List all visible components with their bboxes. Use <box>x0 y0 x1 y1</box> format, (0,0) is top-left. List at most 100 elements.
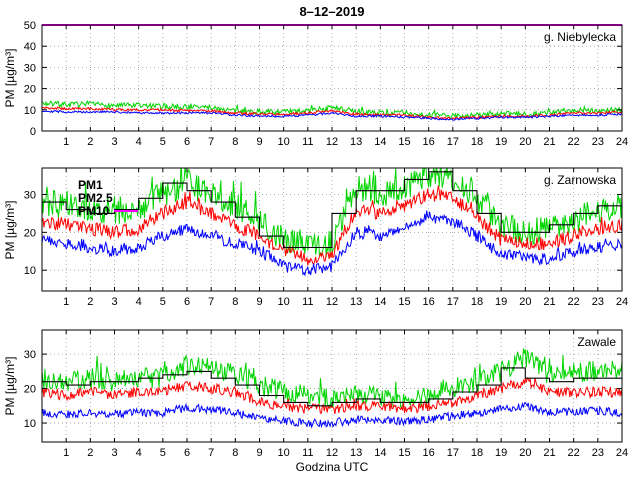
panel-niebylecka: 1 2 3 4 5 6 7 8 9 10 11 12 13 14 15 16 17 18 19 20 21 22 23 240… <box>24 20 628 148</box>
y-tick-label: 10 <box>24 265 36 277</box>
x-tick-label: 1 <box>63 447 69 459</box>
x-tick-label: 21 <box>543 296 555 308</box>
x-tick-label: 17 <box>447 136 459 148</box>
x-tick-label: 7 <box>208 296 214 308</box>
x-tick-label: 1 <box>63 136 69 148</box>
x-tick-label: 12 <box>326 136 338 148</box>
x-tick-label: 20 <box>519 136 531 148</box>
x-tick-label: 13 <box>350 136 362 148</box>
y-axis-label-3: PM [µg/m³] <box>3 357 17 416</box>
x-tick-label: 6 <box>184 447 190 459</box>
x-tick-label: 12 <box>326 296 338 308</box>
x-tick-label: 24 <box>616 296 628 308</box>
x-tick-label: 23 <box>592 296 604 308</box>
pm10-series <box>42 348 622 410</box>
x-tick-label: 19 <box>495 136 507 148</box>
x-tick-label: 8 <box>232 136 238 148</box>
x-tick-label: 5 <box>160 447 166 459</box>
x-tick-label: 13 <box>350 447 362 459</box>
plot-title: 8–12–2019 <box>299 4 364 19</box>
x-tick-label: 6 <box>184 296 190 308</box>
x-tick-label: 11 <box>302 296 313 308</box>
x-tick-label: 15 <box>398 447 410 459</box>
x-tick-label: 24 <box>616 136 628 148</box>
panel-zawale: 1 2 3 4 5 6 7 8 9 10 11 12 13 14 15 16 17 18 19 20 21 22 23 241… <box>24 329 628 459</box>
x-tick-label: 11 <box>302 447 313 459</box>
x-tick-label: 19 <box>495 447 507 459</box>
x-tick-label: 8 <box>232 296 238 308</box>
x-tick-label: 9 <box>256 447 262 459</box>
x-tick-label: 14 <box>374 447 386 459</box>
x-tick-label: 4 <box>136 447 142 459</box>
x-tick-label: 9 <box>256 296 262 308</box>
x-tick-label: 1 <box>63 296 69 308</box>
x-tick-label: 8 <box>232 447 238 459</box>
legend-pm10: PM10 <box>78 204 110 218</box>
site-label-zawale: Zawale <box>577 335 616 349</box>
site-label-niebylecka: g. Niebylecka <box>544 30 616 44</box>
x-tick-label: 17 <box>447 447 459 459</box>
x-tick-label: 20 <box>519 296 531 308</box>
x-tick-label: 4 <box>136 136 142 148</box>
pm1-series <box>42 401 622 429</box>
y-tick-label: 30 <box>24 349 36 361</box>
x-tick-label: 24 <box>616 447 628 459</box>
x-tick-label: 22 <box>568 136 580 148</box>
x-tick-label: 23 <box>592 447 604 459</box>
y-tick-label: 30 <box>24 189 36 201</box>
x-tick-label: 2 <box>87 296 93 308</box>
y-tick-label: 20 <box>24 84 36 96</box>
x-tick-label: 22 <box>568 447 580 459</box>
pm1-series <box>42 210 622 277</box>
x-tick-label: 10 <box>278 296 290 308</box>
x-tick-label: 16 <box>423 136 435 148</box>
site-label-zarnowska: g. Zarnowska <box>544 173 616 187</box>
x-tick-label: 14 <box>374 296 386 308</box>
x-tick-label: 12 <box>326 447 338 459</box>
x-tick-label: 21 <box>543 136 555 148</box>
panel-zarnowska: 1 2 3 4 5 6 7 8 9 10 11 12 13 14 15 16 17 18 19 20 21 22 23 241… <box>24 167 628 308</box>
x-axis-label: Godzina UTC <box>296 460 369 474</box>
x-tick-label: 3 <box>111 296 117 308</box>
legend-pm2-5: PM2.5 <box>78 191 113 205</box>
x-tick-label: 3 <box>111 447 117 459</box>
x-tick-label: 5 <box>160 296 166 308</box>
y-tick-label: 40 <box>24 41 36 53</box>
x-tick-label: 14 <box>374 136 386 148</box>
x-tick-label: 13 <box>350 296 362 308</box>
pm10-series <box>42 100 622 121</box>
x-tick-label: 10 <box>278 447 290 459</box>
pm1-series <box>42 109 622 121</box>
y-tick-label: 0 <box>30 126 36 138</box>
y-tick-label: 10 <box>24 105 36 117</box>
y-tick-label: 30 <box>24 62 36 74</box>
x-tick-label: 15 <box>398 136 410 148</box>
x-tick-label: 17 <box>447 296 459 308</box>
x-tick-label: 20 <box>519 447 531 459</box>
pm25-series <box>42 185 622 266</box>
hourly-mean-stairs-series <box>42 367 622 407</box>
y-tick-label: 20 <box>24 227 36 239</box>
x-tick-label: 22 <box>568 296 580 308</box>
x-tick-label: 18 <box>471 296 483 308</box>
x-tick-label: 5 <box>160 136 166 148</box>
x-tick-label: 15 <box>398 296 410 308</box>
y-tick-label: 50 <box>24 20 36 32</box>
x-tick-label: 6 <box>184 136 190 148</box>
x-tick-label: 7 <box>208 447 214 459</box>
y-tick-label: 20 <box>24 384 36 396</box>
y-tick-label: 10 <box>24 418 36 430</box>
x-tick-label: 3 <box>111 136 117 148</box>
x-tick-label: 16 <box>423 296 435 308</box>
x-tick-label: 16 <box>423 447 435 459</box>
x-tick-label: 23 <box>592 136 604 148</box>
x-tick-label: 18 <box>471 136 483 148</box>
x-tick-label: 21 <box>543 447 555 459</box>
x-tick-label: 4 <box>136 296 142 308</box>
x-tick-label: 2 <box>87 136 93 148</box>
x-tick-label: 2 <box>87 447 93 459</box>
legend-pm1: PM1 <box>78 178 103 192</box>
hourly-mean-stairs-series <box>42 171 622 249</box>
x-tick-label: 19 <box>495 296 507 308</box>
